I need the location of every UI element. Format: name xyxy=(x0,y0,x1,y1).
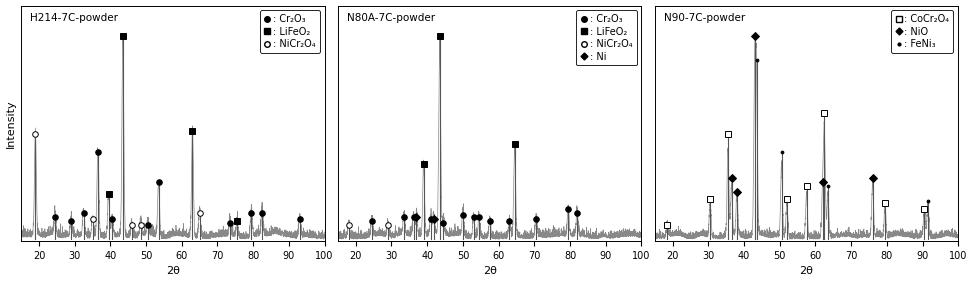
Legend: : Cr₂O₃, : LiFeO₂, : NiCr₂O₄: : Cr₂O₃, : LiFeO₂, : NiCr₂O₄ xyxy=(260,10,320,53)
X-axis label: 2θ: 2θ xyxy=(800,266,813,276)
Text: N90-7C-powder: N90-7C-powder xyxy=(664,13,745,23)
Text: H214-7C-powder: H214-7C-powder xyxy=(30,13,118,23)
Legend: : Cr₂O₃, : LiFeO₂, : NiCr₂O₄, : Ni: : Cr₂O₃, : LiFeO₂, : NiCr₂O₄, : Ni xyxy=(576,10,636,65)
X-axis label: 2θ: 2θ xyxy=(483,266,496,276)
X-axis label: 2θ: 2θ xyxy=(166,266,180,276)
Legend: : CoCr₂O₄, : NiO, : FeNi₃: : CoCr₂O₄, : NiO, : FeNi₃ xyxy=(890,10,954,53)
Y-axis label: Intensity: Intensity xyxy=(6,99,16,148)
Text: N80A-7C-powder: N80A-7C-powder xyxy=(347,13,435,23)
